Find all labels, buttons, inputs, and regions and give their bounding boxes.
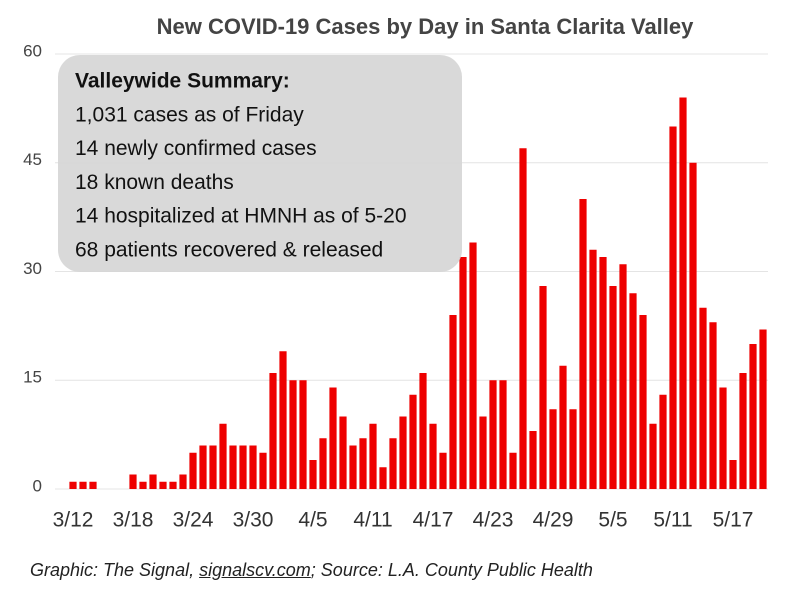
bar	[679, 97, 687, 489]
bar	[309, 460, 317, 489]
bar	[339, 416, 347, 489]
summary-line: 14 hospitalized at HMNH as of 5-20	[75, 205, 407, 228]
x-tick-label: 3/12	[53, 509, 94, 532]
y-tick-label: 60	[23, 41, 42, 60]
source-text: ; Source: L.A. County Public Health	[310, 560, 593, 580]
bar	[489, 380, 497, 489]
bar	[139, 481, 147, 489]
bar	[639, 315, 647, 489]
bar	[459, 257, 467, 489]
bar	[559, 365, 567, 489]
bar	[599, 257, 607, 489]
bar	[629, 293, 637, 489]
x-tick-label: 4/5	[298, 509, 327, 532]
bar	[249, 445, 257, 489]
bar	[229, 445, 237, 489]
source-link: signalscv.com	[199, 560, 311, 580]
bar	[89, 481, 97, 489]
x-tick-label: 3/30	[233, 509, 274, 532]
bar	[219, 423, 227, 489]
bar	[179, 474, 187, 489]
bar	[399, 416, 407, 489]
source-note: Graphic: The Signal, signalscv.com; Sour…	[30, 560, 593, 581]
x-tick-label: 3/24	[173, 509, 214, 532]
bar	[589, 249, 597, 489]
x-tick-label: 5/11	[653, 509, 692, 532]
x-tick-label: 5/17	[713, 509, 754, 532]
bar	[169, 481, 177, 489]
bar	[579, 199, 587, 489]
bar	[389, 438, 397, 489]
bar	[609, 286, 617, 489]
bar	[409, 394, 417, 489]
bar	[729, 460, 737, 489]
x-tick-label: 4/11	[353, 509, 392, 532]
x-tick-label: 4/29	[533, 509, 574, 532]
chart-title: New COVID-19 Cases by Day in Santa Clari…	[157, 14, 695, 39]
bar	[659, 394, 667, 489]
bar	[649, 423, 657, 489]
bar	[619, 264, 627, 489]
bar	[469, 242, 477, 489]
bar	[239, 445, 247, 489]
bar	[709, 322, 717, 489]
bar	[279, 351, 287, 489]
bar	[189, 452, 197, 489]
y-tick-label: 0	[33, 476, 42, 495]
bar	[509, 452, 517, 489]
bar	[289, 380, 297, 489]
bar	[479, 416, 487, 489]
bar	[419, 373, 427, 489]
summary-box	[58, 55, 462, 272]
bar	[369, 423, 377, 489]
bar	[79, 481, 87, 489]
summary-line: 18 known deaths	[75, 171, 234, 194]
bar	[299, 380, 307, 489]
bar	[429, 423, 437, 489]
bar	[439, 452, 447, 489]
bar	[499, 380, 507, 489]
bar	[349, 445, 357, 489]
bar	[129, 474, 137, 489]
x-tick-label: 5/5	[598, 509, 627, 532]
bar	[319, 438, 327, 489]
bar	[719, 387, 727, 489]
bar	[449, 315, 457, 489]
bar	[669, 126, 677, 489]
bar	[739, 373, 747, 489]
summary-title: Valleywide Summary:	[75, 70, 290, 93]
source-text: Graphic: The Signal,	[30, 560, 200, 580]
summary-line: 14 newly confirmed cases	[75, 137, 317, 160]
bar	[149, 474, 157, 489]
x-tick-label: 3/18	[113, 509, 154, 532]
y-tick-label: 45	[23, 150, 42, 169]
y-tick-label: 30	[23, 259, 42, 278]
bar	[269, 373, 277, 489]
bar	[159, 481, 167, 489]
y-tick-label: 15	[23, 368, 42, 387]
bar	[259, 452, 267, 489]
bar	[569, 409, 577, 489]
bar	[519, 148, 527, 489]
summary-line: 1,031 cases as of Friday	[75, 104, 304, 127]
bar	[749, 344, 757, 489]
bar	[359, 438, 367, 489]
summary-line: 68 patients recovered & released	[75, 238, 383, 261]
bar	[699, 307, 707, 489]
bar	[209, 445, 217, 489]
x-tick-label: 4/23	[473, 509, 514, 532]
bar	[689, 162, 697, 489]
bar	[759, 329, 767, 489]
x-tick-label: 4/17	[413, 509, 454, 532]
bar	[329, 387, 337, 489]
bar	[199, 445, 207, 489]
bar	[539, 286, 547, 489]
bar	[69, 481, 77, 489]
bar	[549, 409, 557, 489]
bar	[379, 467, 387, 489]
bar	[529, 431, 537, 489]
